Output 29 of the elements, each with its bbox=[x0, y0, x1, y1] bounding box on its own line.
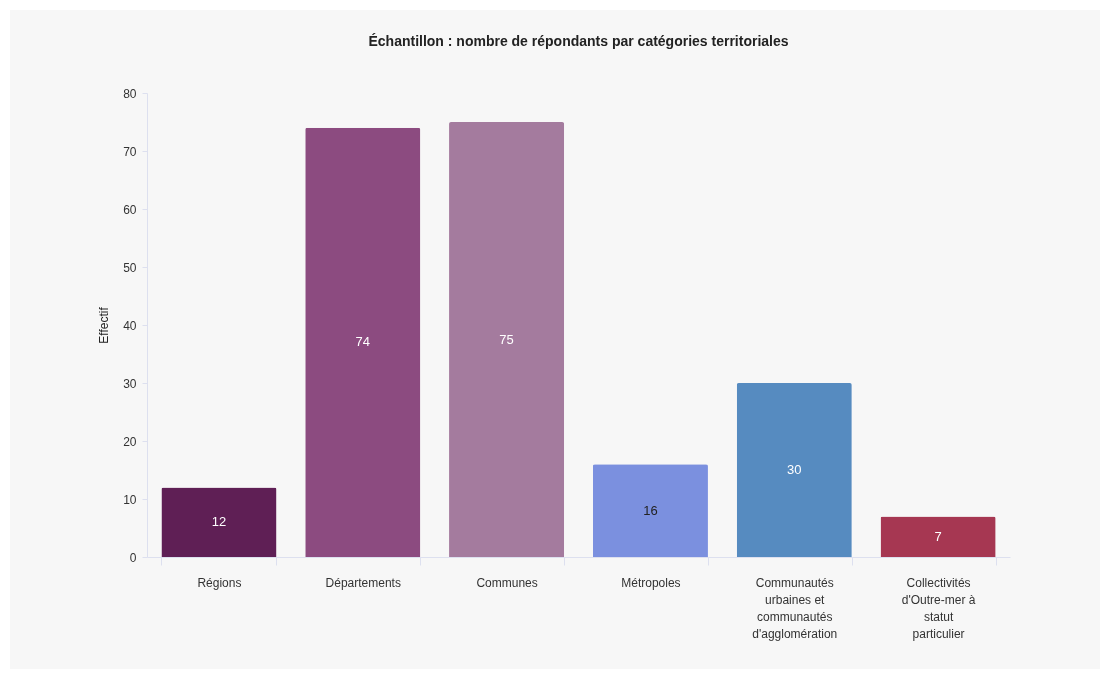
y-axis-title: Effectif bbox=[97, 306, 112, 344]
data-label: 74 bbox=[355, 334, 370, 350]
bar bbox=[161, 487, 277, 557]
chart-title: Échantillon : nombre de répondants par catégories territoriales bbox=[368, 33, 789, 49]
data-label: 30 bbox=[787, 462, 802, 477]
y-tick-label: 60 bbox=[123, 202, 137, 217]
y-tick-label: 10 bbox=[123, 492, 137, 507]
x-tick-label: Métropoles bbox=[621, 575, 681, 590]
x-tick-label: Départements bbox=[325, 575, 401, 590]
bar bbox=[736, 383, 852, 557]
data-label: 75 bbox=[499, 331, 514, 347]
y-tick-label: 70 bbox=[123, 144, 137, 159]
bar bbox=[305, 127, 421, 557]
x-tick-label: Collectivités d'Outre-mer à statut particulier bbox=[901, 575, 976, 641]
bar bbox=[449, 122, 565, 557]
data-label: 12 bbox=[211, 514, 227, 530]
data-label: 7 bbox=[934, 528, 942, 544]
y-tick-label: 50 bbox=[123, 260, 137, 275]
x-tick-label: Communes bbox=[476, 575, 538, 590]
bar bbox=[880, 516, 996, 557]
x-tick-label: Régions bbox=[197, 575, 242, 590]
y-tick-label: 40 bbox=[123, 318, 137, 333]
y-tick-label: 80 bbox=[123, 86, 137, 101]
x-tick-label: Communautés urbaines et communautés d'agglomération bbox=[752, 575, 838, 641]
data-label: 16 bbox=[643, 502, 658, 518]
y-tick-label: 20 bbox=[123, 434, 137, 449]
y-tick-label: 0 bbox=[129, 550, 137, 565]
y-tick-label: 30 bbox=[123, 376, 137, 391]
bar bbox=[592, 464, 708, 557]
